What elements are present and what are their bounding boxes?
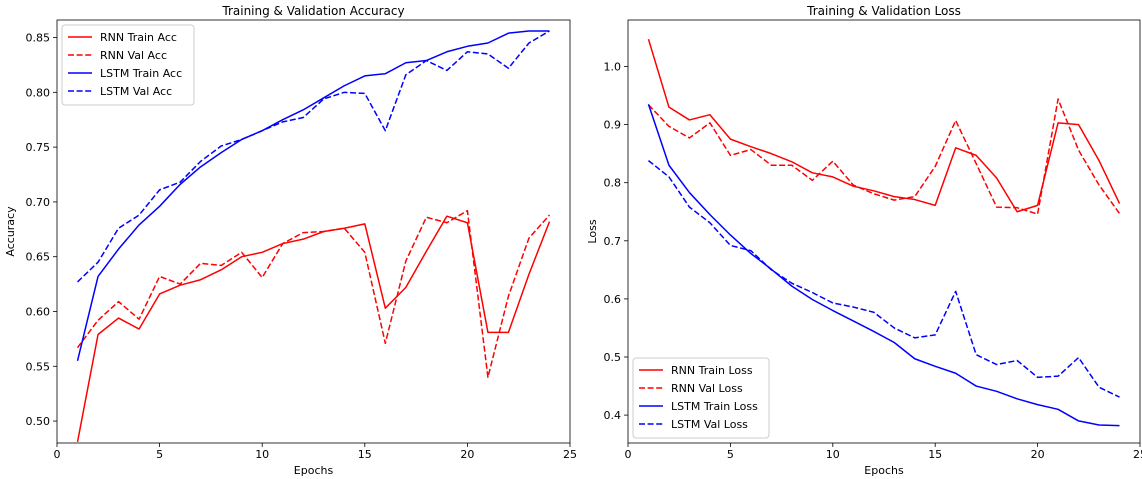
legend: RNN Train Loss RNN Val Loss LSTM Train Los… xyxy=(632,357,770,439)
series-line-lstm-val-acc xyxy=(77,30,550,283)
y-tick-label: 0.4 xyxy=(604,409,622,422)
legend-label: RNN Val Loss xyxy=(671,382,743,395)
x-tick-label: 15 xyxy=(928,448,942,461)
chart-title: Training & Validation Loss xyxy=(806,4,961,18)
y-tick-label: 0.70 xyxy=(26,196,51,209)
series-line-rnn-train-acc xyxy=(76,215,551,443)
legend-label: LSTM Train Acc xyxy=(100,67,182,80)
x-tick-label: 0 xyxy=(625,448,632,461)
legend-label: RNN Val Acc xyxy=(100,49,167,62)
legend-label: RNN Train Acc xyxy=(100,31,177,44)
y-tick-label: 0.8 xyxy=(604,177,622,190)
legend: RNN Train Acc RNN Val Acc LSTM Train Acc LS… xyxy=(61,24,195,106)
legend-box xyxy=(61,24,195,106)
y-tick-label: 0.50 xyxy=(26,415,51,428)
x-tick-label: 5 xyxy=(156,448,163,461)
accuracy-chart: Training & Validation Accuracy 0 5 10 15 20 25… xyxy=(4,4,577,477)
y-tick-label: 0.55 xyxy=(26,360,51,373)
legend-box xyxy=(632,357,770,439)
y-tick-label: 0.85 xyxy=(26,32,51,45)
x-axis-label: Epochs xyxy=(864,464,904,477)
plot-frame xyxy=(56,19,571,444)
x-tick-label: 20 xyxy=(1031,448,1045,461)
loss-chart: Training & Validation Loss 0 5 10 15 20 25 0.4 0… xyxy=(586,4,1142,477)
legend-label: RNN Train Loss xyxy=(671,364,753,377)
y-tick-label: 0.7 xyxy=(604,235,622,248)
x-tick-label: 15 xyxy=(358,448,372,461)
chart-title: Training & Validation Accuracy xyxy=(221,4,404,18)
y-axis-label: Accuracy xyxy=(4,206,17,257)
x-tick-label: 5 xyxy=(727,448,734,461)
x-tick-label: 25 xyxy=(1133,448,1142,461)
legend-label: LSTM Val Acc xyxy=(100,85,172,98)
y-tick-label: 0.9 xyxy=(604,119,622,132)
y-tick-label: 0.80 xyxy=(26,86,51,99)
series-line-lstm-train-loss xyxy=(647,104,1120,427)
series-line-rnn-val-acc xyxy=(76,209,551,378)
legend-label: LSTM Train Loss xyxy=(671,400,758,413)
x-tick-label: 25 xyxy=(563,448,577,461)
y-tick-label: 0.5 xyxy=(604,351,622,364)
y-tick-label: 0.6 xyxy=(604,293,622,306)
y-tick-label: 0.60 xyxy=(26,305,51,318)
plot-frame xyxy=(627,19,1141,444)
y-tick-label: 1.0 xyxy=(604,60,622,73)
y-axis-label: Loss xyxy=(586,219,599,243)
y-tick-label: 0.75 xyxy=(26,141,51,154)
series-line-lstm-val-loss xyxy=(648,160,1120,398)
series-line-lstm-train-acc xyxy=(76,30,550,361)
legend-label: LSTM Val Loss xyxy=(671,418,748,431)
x-tick-label: 10 xyxy=(826,448,840,461)
x-axis-label: Epochs xyxy=(294,464,334,477)
x-tick-label: 20 xyxy=(460,448,474,461)
x-tick-label: 10 xyxy=(255,448,269,461)
y-tick-label: 0.65 xyxy=(26,251,51,264)
series-line-rnn-val-loss xyxy=(647,98,1121,215)
x-tick-label: 0 xyxy=(54,448,61,461)
